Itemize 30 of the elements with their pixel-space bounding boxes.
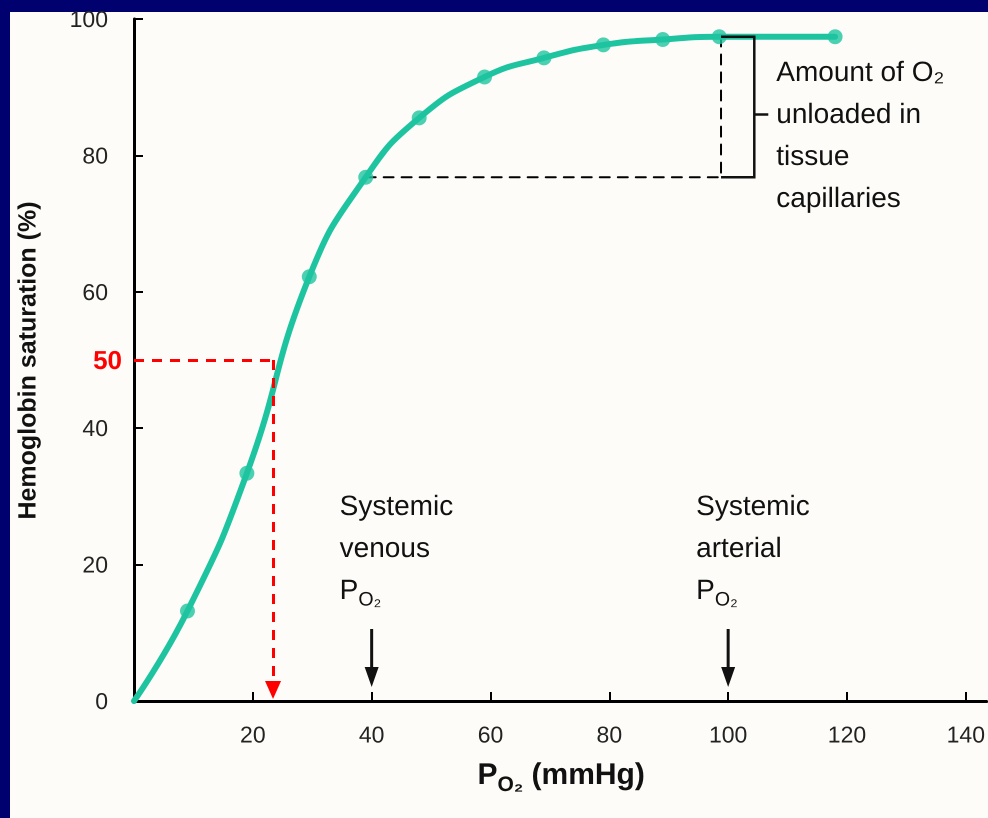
x-tick-label: 120: [828, 722, 866, 748]
ref-line-label: 50: [93, 345, 122, 375]
point: [239, 466, 254, 481]
y-tick-label: 60: [82, 278, 108, 305]
annotation: Systemic arterial P$_{O₂}$: [696, 489, 810, 613]
point: [655, 32, 670, 47]
x-tick-label: 140: [946, 722, 985, 748]
point: [536, 50, 552, 66]
point: [712, 29, 727, 44]
point: [180, 603, 195, 618]
y-tick-label: 0: [95, 688, 108, 714]
x-tick-label: 100: [708, 722, 748, 748]
point: [828, 29, 843, 44]
y-axis-title: Hemoglobin saturation (%): [14, 200, 43, 520]
x-axis-title: P$_{O₂}$ (mmHg): [478, 758, 645, 797]
point: [358, 170, 374, 185]
point: [477, 69, 492, 84]
x-tick-label: 40: [358, 722, 384, 748]
point: [596, 37, 611, 52]
y-tick-label: 100: [70, 6, 108, 32]
y-tick-label: 80: [82, 142, 108, 168]
annotation: Systemic venous P$_{O₂}$: [340, 489, 454, 613]
x-tick-label: 20: [240, 722, 266, 748]
point: [302, 269, 317, 284]
x-tick-label: 60: [478, 722, 504, 748]
x-tick-label: 80: [596, 722, 622, 748]
point: [412, 110, 427, 126]
y-tick-label: 40: [82, 415, 108, 442]
annotation: Amount of O₂ unloaded in tissue capillaries: [776, 55, 944, 216]
y-tick-label: 20: [82, 552, 108, 578]
